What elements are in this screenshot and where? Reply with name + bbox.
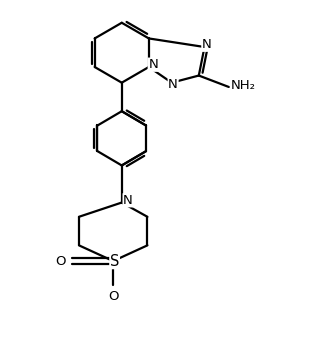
Text: N: N bbox=[168, 78, 178, 92]
Text: O: O bbox=[56, 254, 66, 268]
Text: N: N bbox=[123, 194, 133, 207]
Text: NH₂: NH₂ bbox=[231, 79, 256, 92]
Text: N: N bbox=[148, 58, 158, 71]
Text: N: N bbox=[202, 38, 212, 51]
Text: O: O bbox=[108, 290, 119, 303]
Text: S: S bbox=[110, 254, 119, 269]
